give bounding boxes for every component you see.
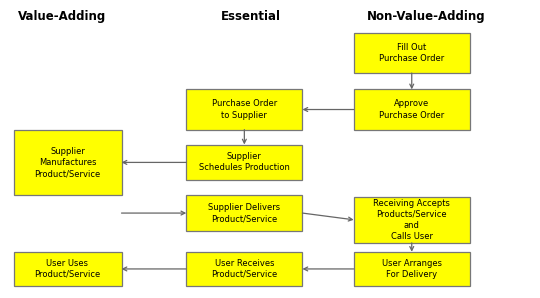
FancyBboxPatch shape [354,252,470,286]
Text: Value-Adding: Value-Adding [18,10,106,24]
Text: Approve
Purchase Order: Approve Purchase Order [379,100,444,119]
FancyBboxPatch shape [354,197,470,243]
FancyBboxPatch shape [186,89,302,130]
Text: Essential: Essential [221,10,281,24]
Text: User Arranges
For Delivery: User Arranges For Delivery [382,259,442,279]
FancyBboxPatch shape [14,130,122,195]
Text: Purchase Order
to Supplier: Purchase Order to Supplier [212,100,277,119]
Text: Supplier
Manufactures
Product/Service: Supplier Manufactures Product/Service [35,147,100,178]
FancyBboxPatch shape [14,252,122,286]
FancyBboxPatch shape [186,195,302,231]
FancyBboxPatch shape [186,252,302,286]
Text: Supplier
Schedules Production: Supplier Schedules Production [199,152,290,173]
Text: Supplier Delivers
Product/Service: Supplier Delivers Product/Service [208,203,280,223]
Text: User Receives
Product/Service: User Receives Product/Service [211,259,278,279]
Text: Non-Value-Adding: Non-Value-Adding [367,10,486,24]
FancyBboxPatch shape [186,145,302,180]
FancyBboxPatch shape [354,89,470,130]
Text: Receiving Accepts
Products/Service
and
Calls User: Receiving Accepts Products/Service and C… [373,199,450,241]
Text: Fill Out
Purchase Order: Fill Out Purchase Order [379,43,444,63]
FancyBboxPatch shape [354,33,470,73]
Text: User Uses
Product/Service: User Uses Product/Service [35,259,100,279]
